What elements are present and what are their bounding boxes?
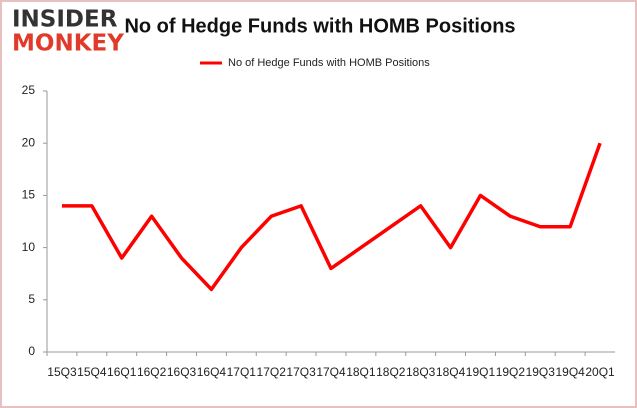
y-tick-label: 0 xyxy=(28,344,35,358)
x-tick-label: 15Q4 xyxy=(77,365,107,379)
x-tick-label: 20Q1 xyxy=(585,365,615,379)
logo-top: INSIDER xyxy=(12,7,118,33)
x-tick-label: 19Q4 xyxy=(555,365,585,379)
x-tick-label: 19Q2 xyxy=(496,365,526,379)
y-tick-label: 20 xyxy=(22,135,36,149)
x-tick-label: 16Q2 xyxy=(137,365,167,379)
y-tick-label: 15 xyxy=(22,188,36,202)
x-tick-label: 18Q2 xyxy=(376,365,406,379)
x-tick-label: 18Q1 xyxy=(346,365,376,379)
x-tick-label: 15Q3 xyxy=(47,365,77,379)
x-tick-label: 19Q1 xyxy=(466,365,496,379)
x-tick-label: 17Q1 xyxy=(227,365,257,379)
x-tick-label: 18Q3 xyxy=(406,365,436,379)
x-tick-label: 18Q4 xyxy=(436,365,466,379)
x-tick-label: 17Q2 xyxy=(257,365,287,379)
x-tick-label: 17Q4 xyxy=(316,365,346,379)
y-tick-label: 25 xyxy=(22,83,36,97)
y-tick-label: 10 xyxy=(22,240,36,254)
x-tick-label: 19Q3 xyxy=(526,365,556,379)
x-tick-label: 16Q3 xyxy=(167,365,197,379)
series-line xyxy=(61,142,602,292)
x-tick-label: 16Q4 xyxy=(197,365,227,379)
y-tick-label: 5 xyxy=(28,292,35,306)
chart-title: No of Hedge Funds with HOMB Positions xyxy=(124,15,515,37)
x-tick-label: 16Q1 xyxy=(107,365,137,379)
x-tick-label: 17Q3 xyxy=(286,365,316,379)
legend-label: No of Hedge Funds with HOMB Positions xyxy=(228,57,430,69)
logo-bottom: MONKEY xyxy=(12,31,124,57)
